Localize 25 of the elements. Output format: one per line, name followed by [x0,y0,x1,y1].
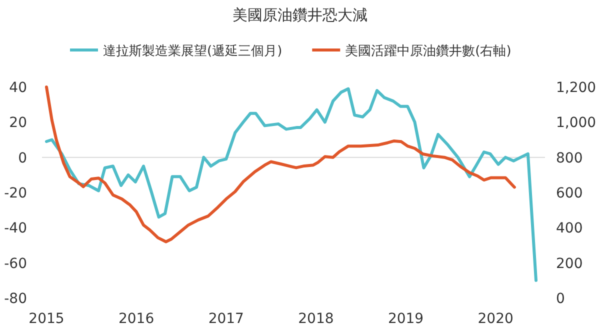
x-tick-label: 2020 [478,311,514,326]
y-tick-label: 20 [9,115,27,132]
x-tick-label: 2017 [208,311,244,326]
y-tick-label: -40 [4,220,27,237]
y2-tick-label: 600 [556,186,583,202]
y2-tick-label: 800 [556,150,583,166]
legend-label: 達拉斯製造業展望(遞延三個月) [103,44,282,59]
y-tick-label: -20 [4,186,27,202]
chart-title: 美國原油鑽井恐大減 [232,6,368,24]
x-tick-label: 2018 [298,311,334,326]
y2-tick-label: 1,000 [556,115,596,132]
legend-label: 美國活躍中原油鑽井數(右軸) [345,43,512,59]
y2-tick-label: 200 [556,256,583,272]
line-series [44,86,516,244]
x-tick-label: 2019 [388,311,424,326]
y-tick-label: -60 [4,256,27,272]
y2-tick-label: 0 [556,291,565,307]
y-tick-label: 0 [18,150,27,166]
x-tick-label: 2015 [28,311,64,326]
y-tick-label: -80 [4,291,27,307]
line-series [44,87,538,282]
x-tick-label: 2016 [118,311,154,326]
y-tick-label: 40 [9,80,27,96]
y2-tick-label: 1,200 [556,80,596,96]
y2-tick-label: 400 [556,220,583,237]
